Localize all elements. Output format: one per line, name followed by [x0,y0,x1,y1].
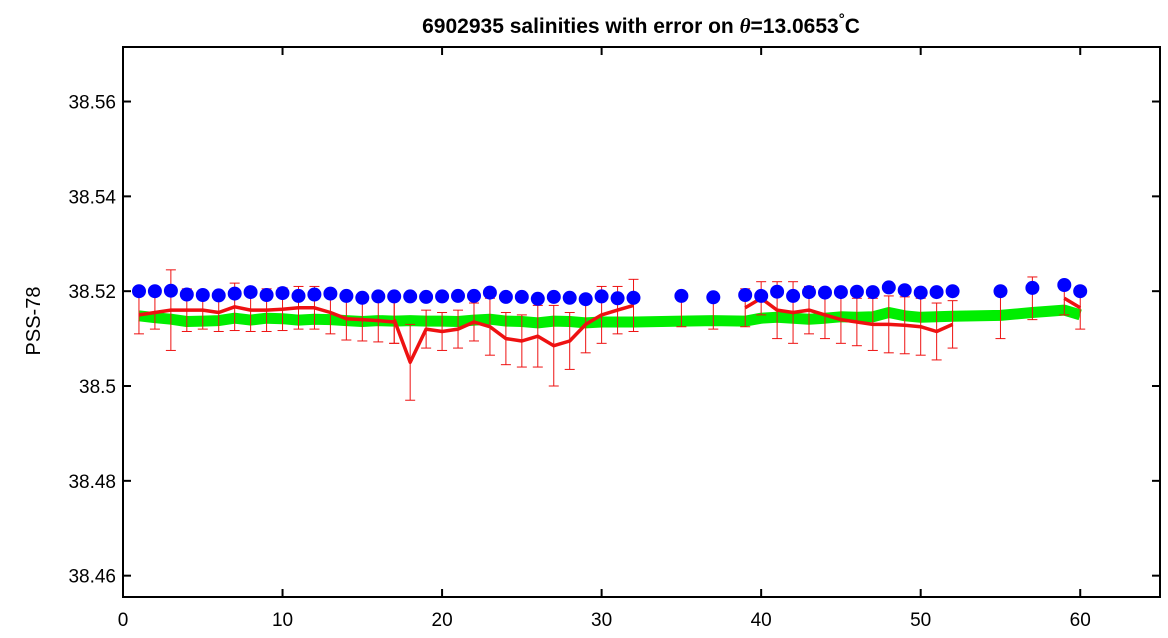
x-tick-label: 40 [751,610,772,631]
blue-data-point [243,285,258,300]
blue-data-point [179,287,194,302]
green-series-line [138,304,1082,329]
x-tick-label: 30 [591,610,612,631]
axes-layer: 0 10 20 30 40 50 60 38.46 38.48 38.5 38.52 38.54 38.… [68,46,1161,631]
blue-data-point [132,284,146,299]
blue-data-point [770,284,785,299]
blue-data-point [929,285,944,300]
y-tick-label: 38.54 [68,187,116,208]
blue-data-point [993,284,1008,299]
x-tick-label: 0 [118,610,129,631]
blue-data-point [881,280,896,295]
blue-data-point [339,288,354,303]
blue-data-point [674,288,689,303]
green-series-layer [138,304,1082,329]
blue-data-point [371,289,386,304]
red-series-line [138,305,395,324]
blue-data-point [610,291,625,306]
blue-data-point [419,289,434,304]
y-tick-label: 38.5 [79,377,116,398]
x-tick-label: 10 [272,610,293,631]
blue-data-point [594,289,609,304]
blue-data-point [897,283,912,298]
red-series-line [392,303,634,365]
blue-data-point [211,288,226,303]
blue-data-point [227,286,242,301]
blue-data-point [818,285,832,300]
blue-data-point [451,288,465,303]
blue-data-point [802,285,816,300]
blue-data-point [514,289,529,304]
y-axis-label: PSS-78 [23,287,45,356]
y-tick-label: 38.52 [68,282,116,303]
chart-title-prefix: 6902935 salinities with error on [422,15,739,38]
red-series-line [1063,296,1082,310]
blue-data-point [1073,284,1088,299]
blue-data-point [291,288,306,303]
y-tick-label: 38.56 [68,93,116,114]
y-tick-label: 38.48 [68,472,116,493]
blue-data-point [945,284,960,299]
blue-data-point [275,286,290,301]
chart-title-degree: ° [839,11,845,28]
x-tick-label: 50 [910,610,931,631]
blue-data-point [562,290,577,305]
chart-title: 6902935 salinities with error on θ=13.06… [422,11,860,38]
blue-data-point [323,286,338,301]
blue-data-point [403,289,418,304]
y-tick-label: 38.46 [68,567,116,588]
red-error-bar [947,300,958,349]
blue-data-point [530,291,545,306]
blue-data-point [626,290,641,305]
blue-data-point [355,290,370,305]
red-error-bar [628,278,639,332]
blue-series-layer [132,278,1088,307]
blue-data-point [1057,278,1072,292]
blue-data-point [833,285,848,300]
blue-data-point [498,289,513,304]
chart-title-unit: C [845,15,860,38]
x-tick-label: 60 [1070,610,1091,631]
blue-data-point [786,288,801,303]
blue-data-point [578,292,593,307]
blue-data-point [1025,280,1040,295]
blue-data-point [913,285,928,300]
blue-data-point [163,283,178,298]
blue-data-point [546,289,561,304]
blue-data-point [259,288,274,302]
blue-data-point [435,289,450,304]
plot-frame [122,46,1161,598]
blue-data-point [865,285,880,300]
x-tick-label: 20 [432,610,453,631]
blue-data-point [849,284,864,299]
red-series-line [744,296,954,334]
blue-data-point [754,288,769,303]
blue-data-point [307,287,322,302]
blue-data-point [467,288,481,303]
blue-data-point [706,290,721,305]
blue-data-point [147,284,162,299]
blue-data-point [387,289,402,304]
chart-title-theta: θ [740,14,751,38]
blue-data-point [482,285,497,300]
chart-title-value: =13.0653 [751,15,839,38]
blue-data-point [738,288,753,302]
blue-data-point [195,288,210,302]
